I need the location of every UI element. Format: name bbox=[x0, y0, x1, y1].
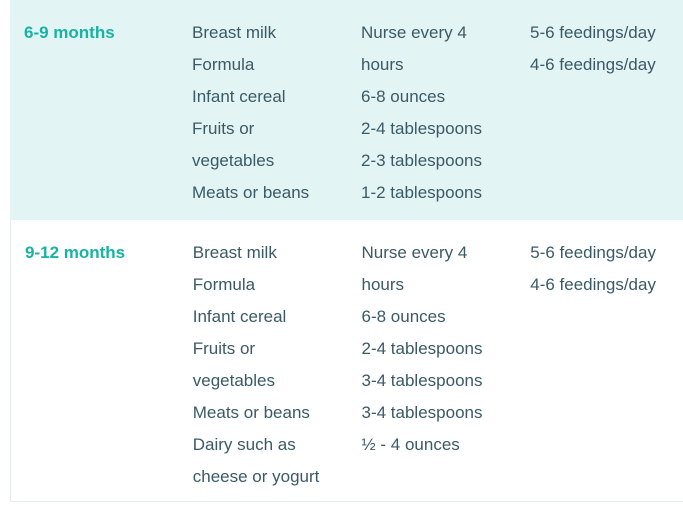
frequency-line: 5-6 feedings/day bbox=[530, 243, 656, 262]
frequency-cell: 5-6 feedings/day 4-6 feedings/day bbox=[517, 237, 683, 501]
food-type-cell: Breast milk Formula Infant cereal Fruits… bbox=[180, 237, 349, 501]
table-row-6-9-months: 6-9 months Breast milk Formula Infant ce… bbox=[10, 0, 683, 220]
frequency-line: 5-6 feedings/day bbox=[530, 23, 656, 42]
food-line: vegetables bbox=[192, 371, 275, 390]
age-range-label: 9-12 months bbox=[25, 243, 126, 262]
amount-line: Nurse every 4 bbox=[361, 243, 468, 262]
food-line: Meats or beans bbox=[192, 403, 310, 422]
amount-line: 2-4 tablespoons bbox=[361, 119, 482, 138]
food-line: Meats or beans bbox=[192, 183, 310, 202]
age-range-cell: 6-9 months bbox=[10, 17, 179, 220]
amount-line: hours bbox=[361, 55, 404, 74]
food-line: vegetables bbox=[192, 151, 275, 170]
food-line: Breast milk bbox=[192, 23, 277, 42]
food-type-cell: Breast milk Formula Infant cereal Fruits… bbox=[179, 17, 348, 220]
amount-cell: Nurse every 4 hours 6-8 ounces 2-4 table… bbox=[349, 237, 518, 501]
amount-line: 3-4 tablespoons bbox=[361, 403, 483, 422]
amount-line: 3-4 tablespoons bbox=[361, 371, 483, 390]
amount-line: Nurse every 4 bbox=[361, 23, 467, 42]
amount-line: 6-8 ounces bbox=[361, 307, 446, 326]
amount-cell: Nurse every 4 hours 6-8 ounces 2-4 table… bbox=[348, 17, 517, 220]
food-line: Formula bbox=[192, 55, 255, 74]
amount-line: hours bbox=[361, 275, 405, 294]
food-line: Infant cereal bbox=[192, 307, 287, 326]
food-line: cheese or yogurt bbox=[192, 467, 320, 486]
amount-line: 1-2 tablespoons bbox=[361, 183, 482, 202]
amount-line: ½ - 4 ounces bbox=[361, 435, 460, 454]
age-range-label: 6-9 months bbox=[24, 23, 115, 42]
table-row-9-12-months: 9-12 months Breast milk Formula Infant c… bbox=[10, 220, 683, 502]
food-line: Dairy such as bbox=[192, 435, 296, 454]
food-line: Breast milk bbox=[192, 243, 277, 262]
food-line: Formula bbox=[192, 275, 256, 294]
food-line: Infant cereal bbox=[192, 87, 286, 106]
frequency-cell: 5-6 feedings/day 4-6 feedings/day bbox=[517, 17, 683, 220]
frequency-line: 4-6 feedings/day bbox=[530, 275, 656, 294]
amount-line: 6-8 ounces bbox=[361, 87, 446, 106]
food-line: Fruits or bbox=[192, 119, 255, 138]
age-range-cell: 9-12 months bbox=[11, 237, 180, 501]
amount-line: 2-4 tablespoons bbox=[361, 339, 483, 358]
food-line: Fruits or bbox=[192, 339, 256, 358]
amount-line: 2-3 tablespoons bbox=[361, 151, 482, 170]
frequency-line: 4-6 feedings/day bbox=[530, 55, 656, 74]
feeding-schedule-table: 6-9 months Breast milk Formula Infant ce… bbox=[10, 0, 683, 502]
